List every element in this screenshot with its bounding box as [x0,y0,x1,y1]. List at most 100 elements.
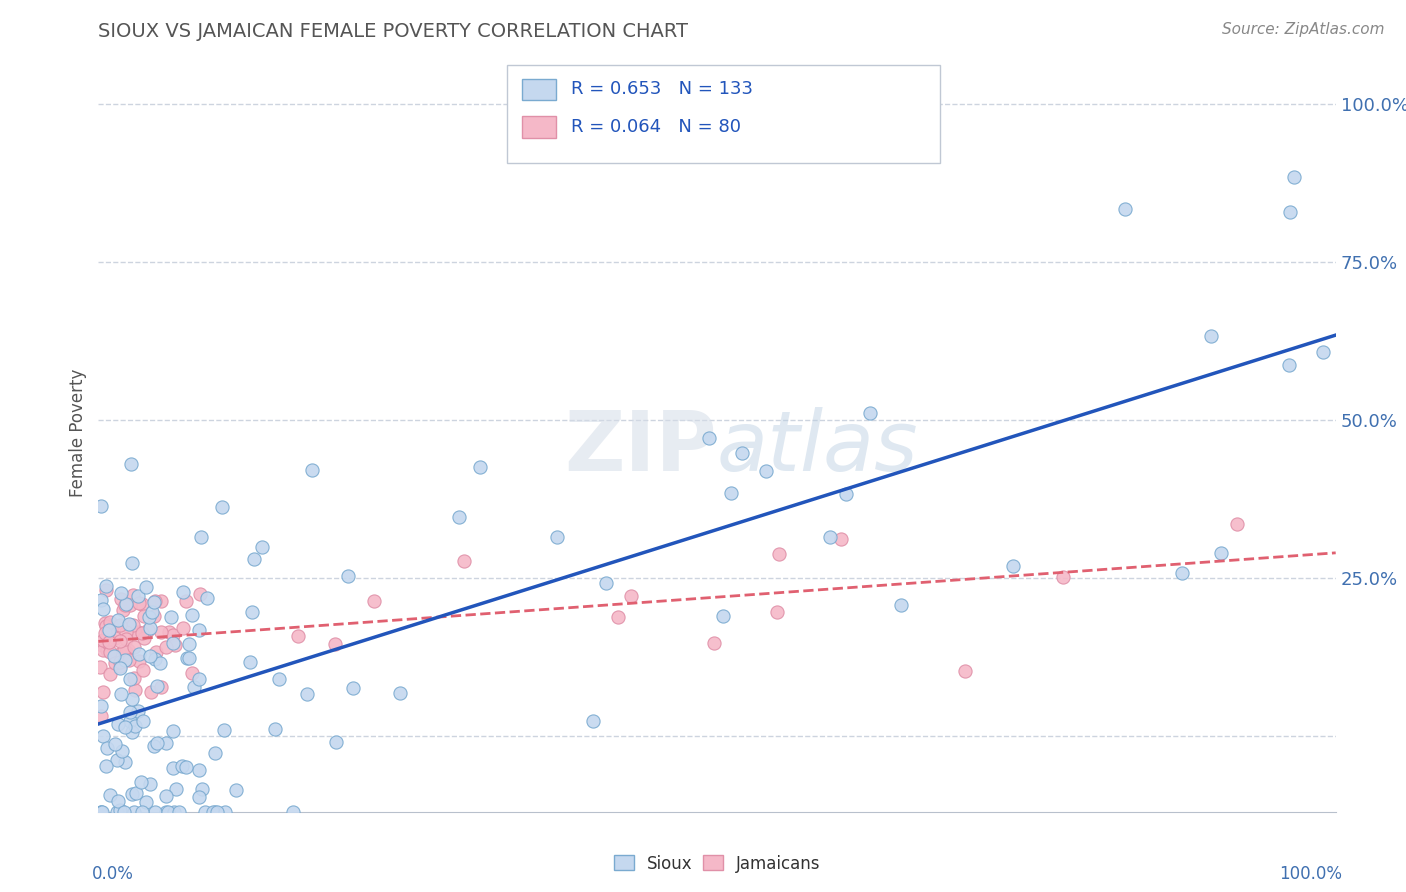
Point [114,653,136,667]
Point [194,805,217,819]
Point [131,626,153,640]
Point [110,804,132,818]
Point [183,680,205,694]
Point [138,610,160,624]
Point [1226,516,1249,531]
Y-axis label: Female Poverty: Female Poverty [69,368,87,497]
Point [91,632,114,647]
Point [96,643,118,657]
Point [94,579,117,593]
Point [283,805,305,819]
Point [711,608,734,623]
Point [146,736,169,750]
Point [139,685,162,699]
Point [142,595,165,609]
Point [620,590,643,604]
Point [172,584,194,599]
Point [97,618,120,632]
Point [155,789,177,803]
Point [121,691,143,706]
Point [93,625,115,640]
Point [162,628,184,642]
Point [176,651,198,665]
Point [264,723,287,737]
Point [94,615,117,630]
Point [336,568,359,582]
Point [127,589,149,603]
Point [138,649,160,664]
Point [131,775,153,789]
Point [606,609,628,624]
Point [135,580,157,594]
Point [720,486,742,500]
Point [204,805,226,819]
Point [187,763,209,777]
Point [470,460,492,475]
Point [98,615,121,629]
Point [143,805,166,819]
Point [703,636,725,650]
Point [1282,169,1305,184]
Point [162,724,184,739]
Point [118,653,141,667]
Point [127,705,149,719]
Bar [522,117,557,137]
Point [323,637,346,651]
Point [128,654,150,668]
Point [595,576,617,591]
Point [1199,329,1222,343]
Point [287,629,309,643]
Point [204,746,226,760]
Point [187,624,209,638]
Point [115,624,138,639]
Point [363,593,385,607]
Point [755,464,778,478]
Point [160,609,183,624]
Point [132,609,155,624]
Text: SIOUX VS JAMAICAN FEMALE POVERTY CORRELATION CHART: SIOUX VS JAMAICAN FEMALE POVERTY CORRELA… [98,21,689,41]
Point [124,682,146,697]
Point [820,530,842,544]
Text: 100.0%: 100.0% [1279,865,1341,883]
Point [90,708,112,723]
Point [295,687,318,701]
Point [240,605,263,619]
Point [110,647,132,661]
Point [91,643,114,657]
Point [104,737,127,751]
Point [546,530,568,544]
Point [114,599,136,613]
Text: ZIP: ZIP [565,408,717,488]
Point [114,720,136,734]
Point [731,446,754,460]
Point [1278,358,1301,372]
Point [96,740,118,755]
Text: atlas: atlas [717,408,918,488]
Point [107,793,129,807]
Point [124,719,146,733]
Point [211,500,233,514]
Point [269,672,291,686]
Point [111,744,134,758]
Point [90,805,112,819]
Point [1211,546,1233,560]
Point [135,795,157,809]
Point [98,645,121,659]
Point [98,788,121,802]
Point [1170,566,1192,581]
Point [128,597,150,611]
Point [115,632,138,647]
Point [242,551,264,566]
Point [124,625,146,640]
Point [157,625,180,640]
Point [110,687,132,701]
Point [121,556,143,570]
Point [89,660,111,674]
Point [128,647,150,661]
Bar [506,65,939,163]
Point [155,640,177,655]
Point [139,777,162,791]
Point [94,583,117,598]
Point [138,623,160,637]
Point [110,634,132,648]
